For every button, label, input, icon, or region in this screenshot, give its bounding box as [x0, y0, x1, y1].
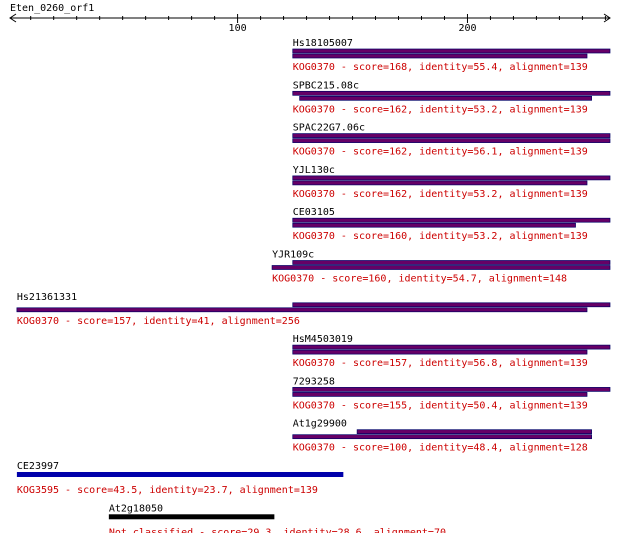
- hit-name[interactable]: Hs21361331: [17, 292, 77, 303]
- hit-row: SPAC22G7.06c KOG0370 - score=162, identit…: [292, 123, 611, 158]
- hit-row: YJL130c KOG0370 - score=162, identity=53.…: [292, 165, 611, 200]
- axis-minor-ticks: [30, 16, 606, 20]
- query-coverage-bar: [292, 90, 611, 96]
- axis-arrow-right: [603, 13, 611, 23]
- hit-name[interactable]: SPBC215.08c: [293, 80, 359, 91]
- hit-name[interactable]: CE23997: [17, 461, 59, 472]
- hit-row: HsM4503019 KOG0370 - score=157, identity=…: [292, 334, 611, 369]
- query-coverage-bar: [292, 344, 611, 350]
- hit-coverage-bar: [292, 434, 592, 440]
- hit-annotation: KOG0370 - score=168, identity=55.4, alig…: [293, 62, 588, 73]
- hit-coverage-bar: [299, 95, 592, 101]
- hit-coverage-bar: [16, 307, 588, 313]
- hit-row: YJR109c KOG0370 - score=160, identity=54.…: [271, 250, 611, 285]
- hit-name[interactable]: 7293258: [293, 376, 335, 387]
- hit-list: Hs18105007 KOG0370 - score=168, identity=…: [16, 38, 611, 533]
- hit-row: CE03105 KOG0370 - score=160, identity=53.…: [292, 207, 611, 242]
- hit-name[interactable]: YJL130c: [293, 165, 335, 176]
- hit-annotation: Not classified - score=29.3, identity=28…: [109, 527, 446, 533]
- query-coverage-bar: [292, 302, 611, 308]
- hit-name[interactable]: At2g18050: [109, 503, 163, 514]
- hit-coverage-bar: [292, 138, 611, 143]
- hit-name[interactable]: At1g29900: [293, 419, 347, 430]
- hit-coverage-bar: [271, 265, 611, 270]
- hit-coverage-bar: [292, 392, 588, 397]
- query-coverage-bar: [292, 217, 611, 223]
- hit-name[interactable]: CE03105: [293, 207, 335, 218]
- hit-annotation: KOG3595 - score=43.5, identity=23.7, ali…: [17, 485, 318, 496]
- hit-annotation: KOG0370 - score=162, identity=56.1, alig…: [293, 147, 588, 158]
- query-coverage-bar: [292, 175, 611, 181]
- axis-tick-label: 200: [458, 23, 476, 34]
- hit-coverage-bar: [292, 222, 576, 228]
- sequence-axis: Eten_0260_orf1 100 200: [9, 3, 611, 34]
- hit-coverage-bar: [292, 180, 588, 186]
- hit-row: 7293258 KOG0370 - score=155, identity=50.…: [292, 376, 611, 411]
- hit-annotation: KOG0370 - score=157, identity=41, alignm…: [17, 316, 300, 327]
- hit-annotation: KOG0370 - score=157, identity=56.8, alig…: [293, 358, 588, 369]
- hit-name[interactable]: Hs18105007: [293, 38, 353, 49]
- query-coverage-bar: [292, 260, 611, 265]
- hit-row: At1g29900 KOG0370 - score=100, identity=4…: [292, 419, 592, 454]
- axis-arrow-left: [9, 13, 17, 23]
- query-coverage-bar: [292, 48, 611, 54]
- hit-annotation: KOG0370 - score=160, identity=54.7, alig…: [272, 274, 567, 285]
- hit-name[interactable]: YJR109c: [272, 250, 314, 261]
- hit-annotation: KOG0370 - score=155, identity=50.4, alig…: [293, 400, 588, 411]
- axis-tick-label: 100: [229, 23, 247, 34]
- query-sequence-title: Eten_0260_orf1: [10, 3, 94, 14]
- hit-row: SPBC215.08c KOG0370 - score=162, identity…: [292, 80, 611, 115]
- axis-major-ticks: 100 200: [229, 14, 477, 34]
- hit-name[interactable]: HsM4503019: [293, 334, 353, 345]
- hit-row: At2g18050 Not classified - score=29.3, id…: [108, 503, 446, 533]
- hit-name[interactable]: SPAC22G7.06c: [293, 123, 365, 134]
- hit-annotation: KOG0370 - score=100, identity=48.4, alig…: [293, 443, 588, 454]
- hit-coverage-bar: [292, 349, 588, 355]
- hit-annotation: KOG0370 - score=160, identity=53.2, alig…: [293, 231, 588, 242]
- hit-bar: [16, 472, 344, 477]
- hit-bar: [108, 514, 275, 520]
- query-coverage-bar: [292, 387, 611, 392]
- hit-coverage-bar: [292, 53, 588, 59]
- hit-annotation: KOG0370 - score=162, identity=53.2, alig…: [293, 104, 588, 115]
- hit-row: Hs21361331 KOG0370 - score=157, identity=…: [16, 292, 611, 327]
- hit-annotation: KOG0370 - score=162, identity=53.2, alig…: [293, 189, 588, 200]
- hit-row: Hs18105007 KOG0370 - score=168, identity=…: [292, 38, 611, 73]
- hit-row: CE23997 KOG3595 - score=43.5, identity=23…: [16, 461, 344, 496]
- query-coverage-bar: [356, 429, 592, 435]
- query-coverage-bar: [292, 133, 611, 138]
